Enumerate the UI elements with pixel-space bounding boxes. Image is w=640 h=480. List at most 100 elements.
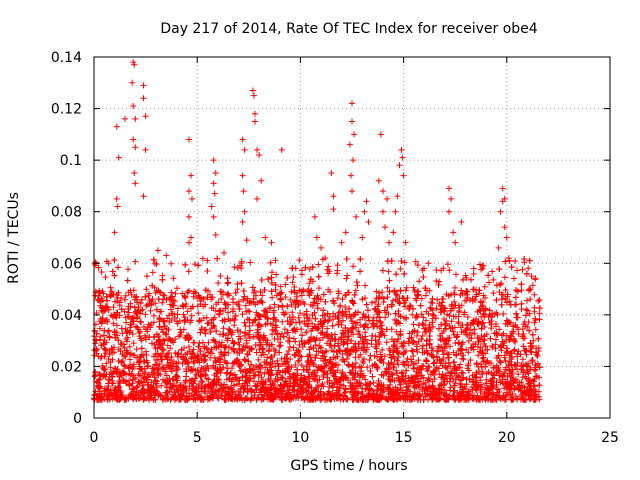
data-point [115, 264, 122, 271]
data-point [269, 269, 276, 276]
data-point [419, 362, 426, 369]
data-point [218, 295, 225, 302]
data-point [520, 383, 527, 390]
data-point [325, 263, 332, 270]
data-point [246, 308, 253, 315]
data-point [512, 362, 519, 369]
data-point [440, 327, 447, 334]
data-point [121, 344, 128, 351]
data-point [355, 309, 362, 316]
data-point [229, 296, 236, 303]
data-point [368, 299, 375, 306]
data-point [304, 359, 311, 366]
data-point [430, 360, 437, 367]
data-point [310, 345, 317, 352]
data-point [506, 367, 513, 374]
data-point [147, 324, 154, 331]
data-point [446, 267, 453, 274]
data-point [435, 365, 442, 372]
chart-title: Day 217 of 2014, Rate Of TEC Index for r… [160, 21, 537, 37]
data-point [518, 287, 525, 294]
data-point [133, 315, 140, 322]
data-point [527, 286, 534, 293]
data-point [386, 385, 393, 392]
data-point [314, 384, 321, 391]
data-point [234, 286, 241, 293]
data-point [142, 332, 149, 339]
data-point [287, 356, 294, 363]
data-point [161, 337, 168, 344]
data-point [343, 355, 350, 362]
data-point [506, 298, 513, 305]
data-point [519, 266, 526, 273]
data-point [330, 310, 337, 317]
data-point [121, 363, 128, 370]
data-point [316, 342, 323, 349]
data-point [274, 376, 281, 383]
data-point [159, 376, 166, 383]
data-point [443, 350, 450, 357]
data-point [425, 363, 432, 370]
data-point [339, 357, 346, 364]
data-point [240, 296, 247, 303]
data-point [107, 359, 114, 366]
data-point [335, 288, 342, 295]
data-point [395, 350, 402, 357]
data-point [478, 325, 485, 332]
data-point [197, 348, 204, 355]
data-point [357, 316, 364, 323]
data-point [290, 274, 297, 281]
data-point [514, 314, 521, 321]
data-point [190, 339, 197, 346]
data-point [374, 303, 381, 310]
data-point [406, 335, 413, 342]
data-point [450, 328, 457, 335]
data-point [422, 285, 429, 292]
data-point [150, 312, 157, 319]
data-point [204, 257, 211, 264]
data-point [375, 313, 382, 320]
data-point [380, 359, 387, 366]
data-point [384, 284, 391, 291]
data-point [137, 300, 144, 307]
data-point [306, 280, 313, 287]
data-point [340, 317, 347, 324]
data-point [330, 348, 337, 355]
data-point [519, 325, 526, 332]
data-point [411, 287, 418, 294]
data-point [451, 284, 458, 291]
data-point [307, 338, 314, 345]
data-point [231, 382, 238, 389]
data-point [374, 383, 381, 390]
data-point [123, 319, 130, 326]
data-point [218, 288, 225, 295]
data-point [313, 348, 320, 355]
data-point [149, 269, 156, 276]
data-point [158, 308, 165, 315]
data-point [415, 369, 422, 376]
data-point [134, 324, 141, 331]
data-point [127, 321, 134, 328]
data-point [147, 307, 154, 314]
data-point [232, 376, 239, 383]
data-point [366, 317, 373, 324]
data-point [410, 353, 417, 360]
data-point [215, 387, 222, 394]
data-point [190, 346, 197, 353]
data-point [247, 259, 254, 266]
data-point [148, 385, 155, 392]
data-point [304, 353, 311, 360]
data-point [121, 296, 128, 303]
data-point [452, 313, 459, 320]
data-point [205, 339, 212, 346]
data-point [515, 371, 522, 378]
data-point [242, 396, 249, 403]
data-point [187, 319, 194, 326]
data-point [110, 304, 117, 311]
data-point [531, 383, 538, 390]
data-point [216, 354, 223, 361]
data-point [254, 326, 261, 333]
data-point [284, 303, 291, 310]
data-point [458, 287, 465, 294]
data-point [137, 392, 144, 399]
